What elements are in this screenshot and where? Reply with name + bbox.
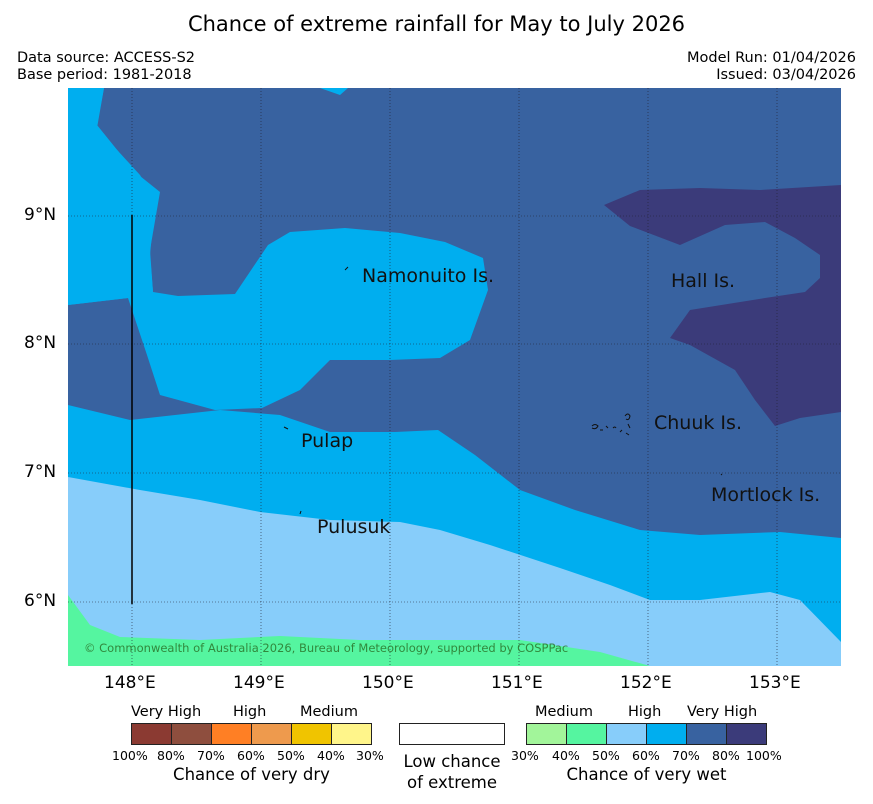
legend-wet-head-medium: Medium: [535, 704, 593, 720]
legend-dry-caption: Chance of very dry: [173, 765, 330, 784]
legend-wet-pct: 60%: [632, 748, 660, 763]
legend-dry-pct: 40%: [317, 748, 345, 763]
legend-wet-caption: Chance of very wet: [566, 765, 727, 784]
legend-dry-swatch-4: [251, 723, 292, 745]
legend-wet-swatch-5: [686, 723, 727, 745]
legend-wet-pct: 40%: [552, 748, 580, 763]
lat-label-7n: 7°N: [24, 462, 57, 482]
legend-dry-pct: 50%: [277, 748, 305, 763]
lon-label-153e: 153°E: [749, 673, 801, 693]
legend-dry-head-high: High: [233, 704, 267, 720]
legend-neutral-caption-1: Low chance: [403, 752, 501, 771]
lat-label-6n: 6°N: [24, 591, 57, 611]
legend-dry-pct: 60%: [237, 748, 265, 763]
island-glyphs: [283, 266, 723, 515]
map-title: Chance of extreme rainfall for May to Ju…: [187, 12, 686, 36]
legend-wet-swatch-4: [646, 723, 687, 745]
lon-label-151e: 151°E: [491, 673, 543, 693]
legend-wet-pct: 100%: [746, 748, 782, 763]
data-source: Data source: ACCESS-S2: [17, 50, 196, 66]
legend-wet-swatch-6: [726, 723, 767, 745]
lon-label-150e: 150°E: [362, 673, 414, 693]
model-run: Model Run: 01/04/2026: [686, 50, 856, 66]
lat-label-8n: 8°N: [24, 333, 57, 353]
legend-wet-swatch-2: [566, 723, 607, 745]
legend-dry-swatch-3: [211, 723, 252, 745]
lat-label-9n: 9°N: [24, 205, 57, 225]
legend-wet-swatch-3: [606, 723, 647, 745]
place-pulusuk: Pulusuk: [317, 516, 390, 538]
legend-dry-pct: 100%: [112, 748, 148, 763]
legend-neutral-caption-2: of extreme: [406, 773, 498, 792]
legend-wet-pct: 50%: [592, 748, 620, 763]
place-hall: Hall Is.: [671, 270, 735, 292]
legend-dry-pct: 80%: [157, 748, 185, 763]
legend-neutral-swatch: [399, 723, 505, 745]
region-medium-50-60: [68, 477, 841, 666]
legend-dry-head-veryhigh: Very High: [131, 704, 202, 720]
legend-wet-swatch-1: [526, 723, 567, 745]
region-very-high-wet: [604, 185, 841, 426]
place-pulap: Pulap: [301, 430, 353, 452]
issued-date: Issued: 03/04/2026: [716, 67, 856, 83]
lon-label-152e: 152°E: [620, 673, 672, 693]
map-regions: [68, 88, 841, 666]
place-namonuito: Namonuito Is.: [362, 265, 494, 287]
legend-wet-pct: 70%: [672, 748, 700, 763]
region-medium-40-50: [68, 595, 650, 666]
region-high-top: [68, 88, 155, 305]
legend-dry-swatch-2: [171, 723, 212, 745]
legend-dry-swatch-6: [331, 723, 372, 745]
legend-dry-swatch-1: [131, 723, 172, 745]
meta-left: Data source: ACCESS-S2 Base period: 1981…: [17, 50, 195, 84]
place-mortlock: Mortlock Is.: [711, 484, 820, 506]
legend-dry-pct: 30%: [356, 748, 384, 763]
copyright-note: © Commonwealth of Australia 2026, Bureau…: [84, 641, 569, 655]
meta-right: Model Run: 01/04/2026 Issued: 03/04/2026: [687, 50, 856, 84]
legend-wet-head-high: High: [628, 704, 662, 720]
legend-dry-head-medium: Medium: [300, 704, 358, 720]
place-chuuk: Chuuk Is.: [654, 412, 742, 434]
legend-wet-head-veryhigh: Very High: [687, 704, 758, 720]
lon-label-149e: 149°E: [233, 673, 285, 693]
legend-dry-pct: 70%: [197, 748, 225, 763]
legend-dry-swatch-5: [291, 723, 332, 745]
lon-label-148e: 148°E: [104, 673, 156, 693]
legend-wet-pct: 80%: [712, 748, 740, 763]
base-period: Base period: 1981-2018: [17, 67, 192, 83]
legend-wet-pct: 30%: [511, 748, 539, 763]
